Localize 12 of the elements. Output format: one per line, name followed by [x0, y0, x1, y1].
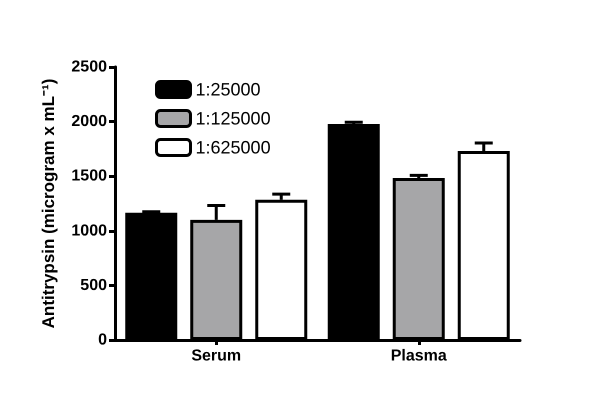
- y-tick-label: 2000: [71, 113, 108, 130]
- y-tick-label: 500: [80, 276, 108, 294]
- y-tick-label: 1500: [71, 168, 108, 185]
- legend-label: 1:625000: [196, 138, 271, 158]
- y-tick-label: 1000: [71, 222, 108, 240]
- y-tick-label: 0: [98, 332, 108, 348]
- y-tick-label: 2500: [71, 58, 108, 76]
- legend-label: 1:125000: [196, 108, 271, 128]
- x-tick-label: Serum: [191, 348, 242, 364]
- y-axis-title: Antitrypsin (microgram x mL⁻¹): [39, 78, 58, 328]
- x-tick-label: Plasma: [390, 348, 447, 364]
- legend-label: 1:25000: [196, 80, 261, 100]
